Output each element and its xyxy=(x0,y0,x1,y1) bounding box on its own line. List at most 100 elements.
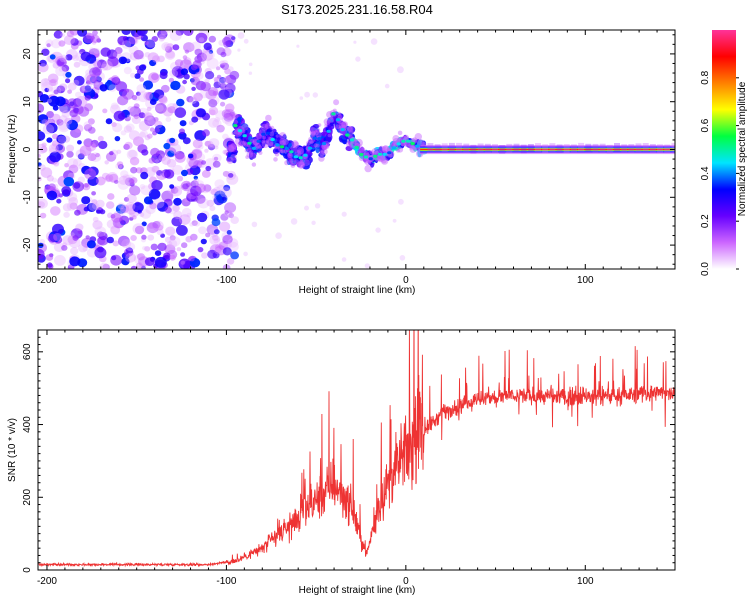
spectrogram-ridge-halo xyxy=(241,129,246,134)
spectrogram-ridge-halo xyxy=(378,145,386,153)
spectrogram-speckle xyxy=(148,72,160,83)
spectrogram-speckle xyxy=(212,186,222,195)
spectrogram-speckle xyxy=(151,73,159,81)
spectrogram-speckle xyxy=(174,59,184,67)
spectrogram-speckle xyxy=(67,89,72,94)
spectrogram-speckle xyxy=(145,204,156,215)
spectrogram-speckle xyxy=(56,134,66,143)
snr-x-tick-label: -100 xyxy=(216,576,236,587)
spectrogram-speckle xyxy=(120,204,130,213)
spectrogram-ridge-core xyxy=(247,141,252,145)
spectrogram-speckle xyxy=(123,197,130,202)
spectrogram-speckle xyxy=(75,91,82,98)
spectrogram-speckle xyxy=(182,79,188,85)
spectrogram-speckle xyxy=(124,248,134,257)
spectrogram-speckle xyxy=(208,35,216,43)
spectrogram-speckle xyxy=(195,194,206,204)
spectrogram-speckle xyxy=(38,201,45,208)
spectrogram-speckle xyxy=(102,263,110,269)
spectrogram-speckle xyxy=(127,106,134,113)
spectrogram-speckle xyxy=(149,202,157,210)
spectrogram-speckle xyxy=(138,120,151,131)
spectrogram-speckle xyxy=(121,40,132,49)
spectrogram-speckle xyxy=(101,172,110,180)
spectrogram-speckle xyxy=(230,251,240,260)
spectrogram-speckle xyxy=(214,243,223,252)
spectrogram-speckle xyxy=(100,63,109,71)
spectrogram-speckle xyxy=(66,119,78,131)
spectrogram-speckle xyxy=(94,247,107,259)
spectrogram-speckle xyxy=(84,183,89,188)
spectrogram-speckle xyxy=(224,210,229,215)
spectrogram-speckle xyxy=(275,232,282,239)
spectrogram-speckle xyxy=(60,32,66,38)
spectrogram-speckle xyxy=(116,149,122,154)
spectrogram-speckle xyxy=(95,153,100,158)
spectrogram-speckle xyxy=(161,84,170,93)
spectrogram-speckle xyxy=(314,203,321,209)
spectrogram-speckle xyxy=(204,140,211,147)
spectrogram-speckle xyxy=(341,257,347,262)
spectrogram-speckle xyxy=(209,205,216,212)
spectrogram-speckle xyxy=(128,130,140,141)
spectrogram-speckle xyxy=(69,256,81,267)
spectrogram-speckle xyxy=(139,77,145,82)
spectrogram-speckle xyxy=(46,43,51,48)
spectrogram-ridge-core xyxy=(354,145,359,149)
spectrogram-ridge-halo xyxy=(228,145,235,152)
spectrogram-speckle xyxy=(149,99,157,105)
spectrogram-speckle xyxy=(312,92,318,98)
spectrogram-speckle xyxy=(144,41,149,46)
colorbar-tick-label: 0.8 xyxy=(700,70,711,84)
spectrogram-speckle xyxy=(153,89,165,99)
spectrogram-speckle xyxy=(121,239,132,249)
spectrogram-ridge-halo xyxy=(323,118,331,126)
spectrogram-ridge-halo xyxy=(326,111,334,119)
spectrogram-speckle xyxy=(200,238,207,245)
spectrogram-speckle xyxy=(167,241,173,247)
spectrogram-ridge-halo xyxy=(409,145,417,153)
spectrogram-speckle xyxy=(195,32,208,44)
spectrogram-speckle xyxy=(126,193,137,204)
spectrogram-y-tick-label: 20 xyxy=(22,48,33,60)
spectrogram-speckle xyxy=(175,30,184,36)
spectrogram-ridge-core xyxy=(233,124,238,128)
spectrogram-speckle xyxy=(353,40,357,44)
spectrogram-speckle xyxy=(78,106,90,117)
spectrogram-speckle xyxy=(144,257,155,266)
spectrogram-ridge-halo xyxy=(231,131,235,135)
spectrogram-speckle xyxy=(227,238,239,248)
spectrogram-ridge-halo xyxy=(291,140,299,148)
spectrogram-speckle xyxy=(78,243,88,253)
spectrogram-speckle xyxy=(119,215,130,225)
spectrogram-speckle xyxy=(157,242,167,252)
spectrogram-speckle xyxy=(155,103,167,114)
spectrogram-ridge-halo xyxy=(265,139,270,143)
spectrogram-speckle xyxy=(154,250,162,256)
spectrogram-speckle xyxy=(152,55,161,63)
spectrogram-ridge-blob xyxy=(243,127,251,135)
spectrogram-ridge-core xyxy=(293,155,299,159)
spectrogram-speckle xyxy=(38,143,47,154)
spectrogram-speckle xyxy=(153,198,165,209)
spectrogram-ridge-halo xyxy=(315,127,321,133)
spectrogram-x-tick-label: -100 xyxy=(216,275,236,286)
spectrogram-speckle xyxy=(179,120,187,127)
snr-panel: -200 -100 0 100 0 200 400 600 Height of straigh… xyxy=(7,329,676,596)
snr-ticks: -200 -100 0 100 0 200 400 600 xyxy=(22,329,676,587)
spectrogram-speckle xyxy=(88,167,93,172)
spectrogram-speckle xyxy=(220,101,226,107)
spectrogram-speckle xyxy=(158,94,168,103)
spectrogram-speckle xyxy=(147,52,159,63)
spectrogram-speckle xyxy=(163,43,170,50)
spectrogram-speckle xyxy=(174,153,186,163)
spectrogram-speckle xyxy=(106,201,115,209)
spectrogram-ridge-halo xyxy=(275,134,279,138)
spectrogram-ridge-core xyxy=(251,146,257,150)
spectrogram-speckle xyxy=(65,71,72,78)
spectrogram-speckle xyxy=(124,141,133,150)
spectrogram-speckle xyxy=(164,50,176,60)
snr-plot-area xyxy=(38,330,675,570)
spectrogram-speckle xyxy=(143,111,153,121)
